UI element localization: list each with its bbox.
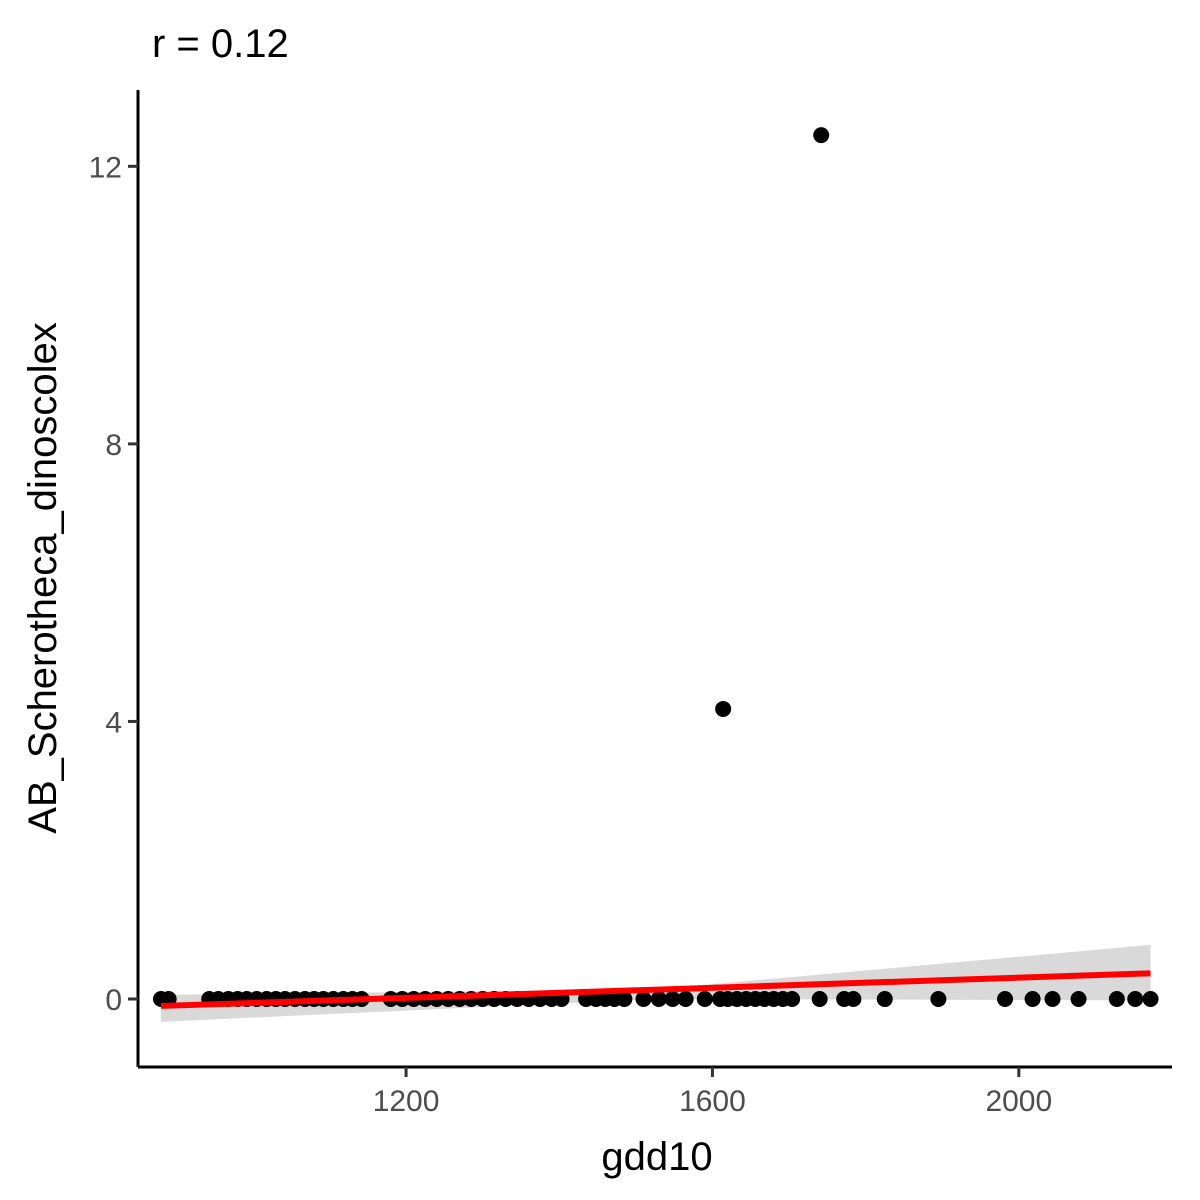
x-tick-label: 1600 — [679, 1085, 746, 1118]
x-tick-label: 2000 — [985, 1085, 1052, 1118]
data-point — [1024, 990, 1041, 1007]
x-axis-title: gdd10 — [601, 1135, 712, 1179]
chart-title: r = 0.12 — [152, 22, 289, 66]
confidence-band-layer — [160, 944, 1151, 1022]
data-point — [811, 990, 828, 1007]
data-point — [616, 990, 633, 1007]
data-points-layer — [152, 127, 1159, 1007]
fit-line-layer — [160, 970, 1151, 1009]
x-axis-ticks: 1200 1600 2000 — [373, 1067, 1052, 1118]
data-point — [813, 127, 830, 144]
data-point — [664, 990, 681, 1007]
y-tick-label: 0 — [105, 984, 122, 1017]
data-point — [997, 990, 1014, 1007]
data-point — [1142, 990, 1159, 1007]
y-tick-label: 12 — [89, 151, 122, 184]
data-point — [635, 990, 652, 1007]
data-point — [845, 990, 862, 1007]
data-point — [696, 990, 713, 1007]
data-point — [1108, 990, 1125, 1007]
y-axis-title: AB_Scherotheca_dinoscolex — [21, 322, 65, 833]
data-point — [1070, 990, 1087, 1007]
data-point — [715, 700, 732, 717]
y-tick-label: 4 — [105, 706, 122, 739]
fit-line — [160, 970, 1151, 1009]
data-point — [876, 990, 893, 1007]
data-point — [1127, 990, 1144, 1007]
data-point — [677, 990, 694, 1007]
y-axis-ticks: 0 4 8 12 — [89, 151, 138, 1017]
x-tick-label: 1200 — [373, 1085, 440, 1118]
data-point — [930, 990, 947, 1007]
data-point — [1044, 990, 1061, 1007]
data-point — [650, 990, 667, 1007]
y-tick-label: 8 — [105, 429, 122, 462]
confidence-band — [160, 944, 1151, 1022]
data-point — [784, 990, 801, 1007]
